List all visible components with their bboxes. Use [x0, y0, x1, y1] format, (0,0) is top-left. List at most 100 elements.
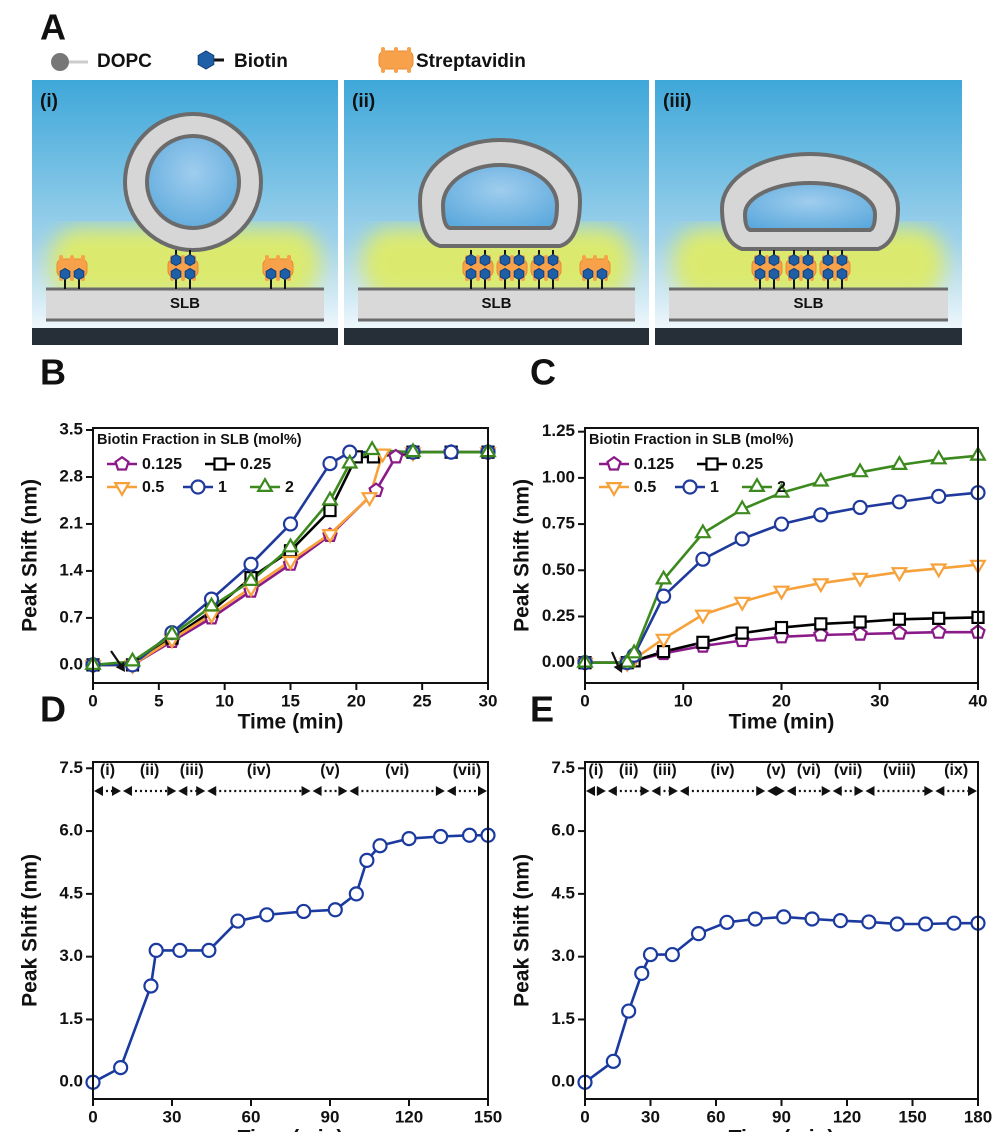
legend-marker — [190, 479, 206, 495]
x-tick-label: 0 — [580, 1107, 589, 1126]
y-tick-label: 1.25 — [542, 421, 575, 440]
biotin-icon — [197, 50, 215, 70]
marker — [852, 625, 868, 641]
marker — [747, 911, 763, 927]
legend-label: 0.125 — [142, 456, 182, 473]
phase-label: (iii) — [180, 762, 204, 779]
biotin-icon — [788, 253, 800, 267]
marker — [605, 1053, 621, 1069]
marker — [851, 462, 869, 478]
arrow-head — [312, 786, 322, 796]
arrow-head — [968, 786, 977, 796]
arrow-head — [122, 786, 132, 796]
y-tick-label: 0.7 — [59, 607, 83, 626]
arrow-head — [651, 786, 661, 796]
legend-title: Biotin Fraction in SLB (mol%) — [97, 432, 302, 448]
injection-arrow-head — [613, 662, 623, 673]
marker — [735, 626, 749, 640]
legend-label: Streptavidin — [416, 51, 526, 72]
biotin-icon — [547, 253, 559, 267]
y-tick-label: 0.75 — [542, 514, 575, 533]
arrow-head — [854, 786, 864, 796]
slb — [358, 289, 635, 320]
marker — [772, 482, 791, 498]
marker — [813, 507, 829, 523]
plot-frame — [92, 427, 489, 684]
biotin-icon — [754, 267, 766, 281]
marker — [322, 455, 338, 472]
x-axis-title: Time (min) — [238, 1127, 344, 1132]
streptavidin-lobe — [544, 255, 548, 281]
marker — [401, 831, 417, 847]
y-tick-label: 4.5 — [551, 883, 575, 902]
biotin-icon — [465, 253, 477, 267]
vesicle-lumen — [145, 134, 241, 230]
arrow-head — [94, 786, 103, 796]
marker — [891, 494, 908, 510]
marker — [814, 617, 828, 631]
y-axis-title: Peak Shift (nm) — [511, 479, 534, 632]
phase-label: (iii) — [653, 762, 677, 779]
arrow-head — [865, 786, 875, 796]
marker — [281, 555, 300, 571]
phase-label: (ii) — [619, 762, 639, 779]
plot-frame — [584, 427, 979, 684]
biotin-icon — [184, 253, 196, 267]
arrow-head — [435, 786, 445, 796]
biotin-icon — [513, 253, 525, 267]
arrow-head — [668, 786, 678, 796]
marker — [890, 455, 909, 470]
arrow-head — [607, 786, 617, 796]
dopc-head — [51, 53, 69, 71]
x-tick-label: 180 — [964, 1107, 992, 1126]
marker — [654, 633, 673, 649]
legend-label: 1 — [218, 479, 227, 496]
y-tick-label: 1.4 — [59, 560, 83, 579]
marker — [172, 942, 188, 958]
phase-label: (vi) — [797, 762, 821, 779]
marker — [243, 556, 259, 572]
marker — [655, 588, 672, 604]
arrow-head — [111, 786, 121, 796]
legend-title: Biotin Fraction in SLB (mol%) — [589, 432, 794, 448]
marker — [201, 942, 217, 958]
y-tick-label: 1.5 — [551, 1009, 575, 1028]
marker — [929, 563, 948, 579]
x-tick-label: 30 — [479, 691, 498, 710]
marker — [804, 911, 820, 927]
substrate — [655, 328, 962, 345]
biotin-icon — [836, 267, 848, 281]
marker — [123, 651, 142, 667]
biotin-icon — [479, 267, 491, 281]
marker — [813, 626, 829, 642]
y-tick-label: 7.5 — [59, 758, 83, 777]
marker — [861, 914, 877, 930]
phase-label: (viii) — [883, 762, 916, 779]
arrow-head — [478, 786, 487, 796]
x-tick-label: 0 — [88, 1107, 97, 1126]
phase-label: (iv) — [247, 762, 271, 779]
marker — [851, 572, 869, 588]
marker — [461, 827, 478, 843]
y-tick-label: 3.0 — [551, 946, 575, 965]
marker — [323, 503, 337, 518]
series-line — [92, 834, 488, 1084]
legend-label: DOPC — [97, 51, 152, 72]
streptavidin-lobe — [276, 255, 280, 281]
phase-label: (ii) — [140, 762, 160, 779]
biotin-icon — [479, 253, 491, 267]
subpanel: SLB (ii) — [344, 80, 649, 345]
marker — [946, 915, 962, 931]
arrow-head — [935, 786, 945, 796]
marker — [776, 909, 792, 925]
biotin-icon — [822, 267, 834, 281]
marker — [772, 585, 791, 601]
panel-letter: E — [530, 689, 554, 730]
arrow-head — [301, 786, 311, 796]
phase-label: (v) — [320, 762, 340, 779]
legend-marker — [606, 455, 622, 471]
y-tick-label: 3.5 — [59, 419, 83, 438]
panel-letter: B — [40, 352, 66, 393]
biotin-icon — [499, 267, 511, 281]
